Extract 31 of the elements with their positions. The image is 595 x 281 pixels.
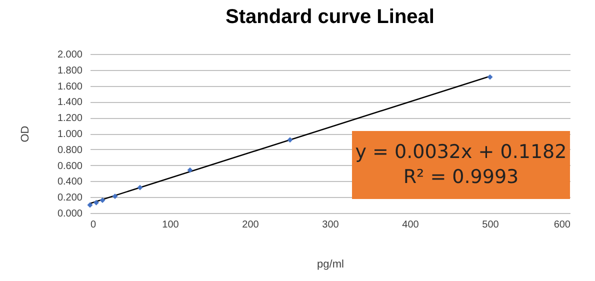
- x-tick-label: 300: [322, 220, 340, 230]
- x-axis-title: pg/ml: [317, 258, 344, 270]
- point: [187, 167, 193, 173]
- x-tick-label: 100: [162, 220, 180, 230]
- y-tick-label: 0.400: [57, 176, 83, 188]
- point: [487, 74, 493, 80]
- point: [287, 137, 293, 143]
- point: [87, 202, 93, 208]
- y-tick-label: 0.600: [57, 160, 83, 172]
- x-tick-label: 600: [554, 220, 571, 230]
- point: [137, 184, 143, 190]
- x-tick-label: 200: [242, 220, 260, 230]
- y-tick-label: 1.600: [57, 81, 83, 92]
- chart-title: Standard curve Lineal: [226, 6, 434, 28]
- y-tick-label: 2.000: [57, 50, 83, 60]
- y-tick-label: 1.000: [57, 129, 83, 140]
- y-tick-label: 1.400: [57, 97, 83, 108]
- point: [100, 198, 106, 204]
- annotation: y = 0.0032x + 0.1182: [355, 140, 567, 165]
- x-tick-label: 0: [90, 220, 96, 230]
- y-tick-label: 0.800: [57, 144, 83, 156]
- point: [112, 194, 118, 200]
- x-tick-label: 400: [402, 220, 420, 230]
- y-axis-title: OD: [20, 126, 32, 142]
- annotation: R² = 0.9993: [403, 165, 519, 190]
- y-tick-label: 1.200: [57, 113, 83, 124]
- y-tick-label: 0.200: [57, 192, 83, 204]
- y-tick-label: 0.000: [57, 208, 83, 220]
- x-tick-label: 500: [482, 220, 500, 230]
- y-tick-label: 1.800: [57, 65, 83, 76]
- point: [94, 200, 99, 206]
